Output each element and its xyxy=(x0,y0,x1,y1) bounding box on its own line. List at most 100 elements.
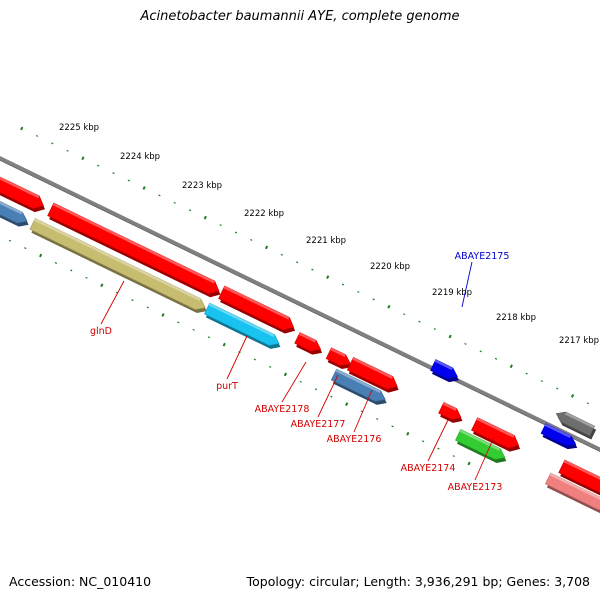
kbp-label: 2218 kbp xyxy=(496,313,536,323)
gene-label-ABAYE2178[interactable]: ABAYE2178 xyxy=(255,404,310,415)
gene-feat-cyan-highlight xyxy=(208,303,275,337)
tick-mark-outer xyxy=(250,238,253,241)
tick-mark-outer xyxy=(586,402,589,405)
tick-mark-outer xyxy=(35,134,39,137)
gene-feat-blue-right[interactable] xyxy=(540,423,577,446)
tick-mark-inner xyxy=(24,247,27,250)
tick-mark-outer xyxy=(158,194,161,197)
tick-mark-outer xyxy=(81,156,85,161)
tick-mark-outer xyxy=(570,394,575,398)
tick-mark-inner xyxy=(421,440,425,443)
tick-mark-outer xyxy=(556,387,559,390)
tick-mark-outer xyxy=(341,283,345,286)
tick-mark-inner xyxy=(437,447,440,450)
gene-label-ABAYE2177[interactable]: ABAYE2177 xyxy=(291,419,346,430)
tick-mark-outer xyxy=(525,372,528,375)
gene-label-leader-ABAYE2177 xyxy=(317,374,339,418)
tick-mark-outer xyxy=(219,224,222,227)
tick-mark-outer xyxy=(326,275,330,279)
gene-label-ABAYE2173[interactable]: ABAYE2173 xyxy=(448,482,503,493)
tick-mark-inner xyxy=(100,283,104,288)
tick-mark-inner xyxy=(299,380,302,383)
genome-summary: Topology: circular; Length: 3,936,291 bp… xyxy=(246,574,590,589)
tick-mark-outer xyxy=(173,201,176,204)
tick-mark-outer xyxy=(112,172,115,175)
gene-label-ABAYE2175[interactable]: ABAYE2175 xyxy=(455,251,510,262)
gene-feat-red-leftmost-highlight xyxy=(0,176,40,199)
tick-mark-outer xyxy=(295,261,299,264)
gene-label-ABAYE2176[interactable]: ABAYE2176 xyxy=(327,434,382,445)
tick-mark-inner xyxy=(8,239,12,242)
tick-mark-inner xyxy=(330,395,333,398)
gene-ABAYE2178-highlight xyxy=(298,332,317,343)
tick-mark-outer xyxy=(418,320,421,323)
tick-mark-inner xyxy=(115,291,119,294)
tick-mark-outer xyxy=(372,298,375,301)
gene-ABAYE2175-highlight xyxy=(434,359,453,371)
gene-ABAYE2174-highlight xyxy=(442,402,457,411)
kbp-label: 2224 kbp xyxy=(120,152,160,162)
tick-mark-outer xyxy=(127,179,130,182)
tick-mark-outer xyxy=(479,350,482,353)
gene-feat-red-right-highlight xyxy=(563,459,600,480)
gene-glnD[interactable] xyxy=(47,202,220,295)
kbp-label: 2220 kbp xyxy=(370,262,410,272)
accession-label: Accession: NC_010410 xyxy=(9,574,152,589)
gene-label-purT[interactable]: purT xyxy=(216,381,238,392)
tick-mark-inner xyxy=(314,388,318,391)
gene-ABAYE2175[interactable] xyxy=(430,359,458,379)
tick-mark-outer xyxy=(97,164,100,167)
kbp-label: 2219 kbp xyxy=(432,288,472,298)
tick-mark-outer xyxy=(403,313,406,316)
tick-mark-inner xyxy=(161,313,165,317)
tick-mark-outer xyxy=(387,304,391,309)
gene-label-ABAYE2174[interactable]: ABAYE2174 xyxy=(401,463,456,474)
tick-mark-inner xyxy=(253,358,256,361)
tick-mark-inner xyxy=(360,410,364,413)
tick-mark-inner xyxy=(39,253,43,258)
tick-mark-inner xyxy=(70,269,73,272)
tick-mark-outer xyxy=(234,231,238,234)
tick-mark-outer xyxy=(20,126,24,131)
kbp-label: 2222 kbp xyxy=(244,209,284,219)
kbp-label: 2217 kbp xyxy=(559,336,599,346)
tick-mark-outer xyxy=(188,209,192,212)
tick-mark-inner xyxy=(192,328,195,331)
tick-mark-inner xyxy=(283,372,288,377)
tick-mark-outer xyxy=(464,342,467,345)
tick-mark-inner xyxy=(54,261,58,264)
tick-mark-inner xyxy=(345,402,349,406)
gene-feat-steelblue-leftmost-highlight xyxy=(0,201,23,215)
gene-feat-olive-highlight xyxy=(34,218,201,302)
gene-glnD-highlight xyxy=(52,202,215,284)
gene-label-leader-ABAYE2175 xyxy=(461,261,473,308)
tick-mark-outer xyxy=(264,245,269,250)
tick-mark-outer xyxy=(509,364,513,369)
genome-backbone xyxy=(0,156,600,452)
tick-mark-inner xyxy=(391,425,394,428)
kbp-label: 2223 kbp xyxy=(182,181,222,191)
gene-label-leader-ABAYE2176 xyxy=(353,389,373,433)
gene-feat-gray-highlight xyxy=(564,412,595,429)
gene-feat-red-right[interactable] xyxy=(558,459,600,495)
tick-mark-inner xyxy=(207,336,211,339)
tick-mark-outer xyxy=(357,290,360,293)
gene-label-leader-ABAYE2178 xyxy=(281,361,307,403)
gene-label-leader-ABAYE2173 xyxy=(474,436,495,481)
gene-ABAYE2178[interactable] xyxy=(294,332,322,352)
tick-mark-inner xyxy=(222,342,226,347)
tick-mark-outer xyxy=(66,149,69,152)
tick-mark-inner xyxy=(131,299,134,302)
tick-mark-outer xyxy=(280,253,283,256)
tick-mark-outer xyxy=(448,334,452,339)
gene-ABAYE2176-highlight xyxy=(352,357,394,379)
tick-mark-outer xyxy=(433,328,436,331)
tick-mark-outer xyxy=(494,357,498,360)
gene-purT-highlight xyxy=(223,285,290,320)
gene-ABAYE2177-highlight xyxy=(330,347,346,358)
tick-mark-inner xyxy=(268,365,272,368)
gene-label-leader-purT xyxy=(226,335,248,380)
gene-label-glnD[interactable]: glnD xyxy=(90,326,112,337)
gene-feat-olive[interactable] xyxy=(29,218,206,310)
